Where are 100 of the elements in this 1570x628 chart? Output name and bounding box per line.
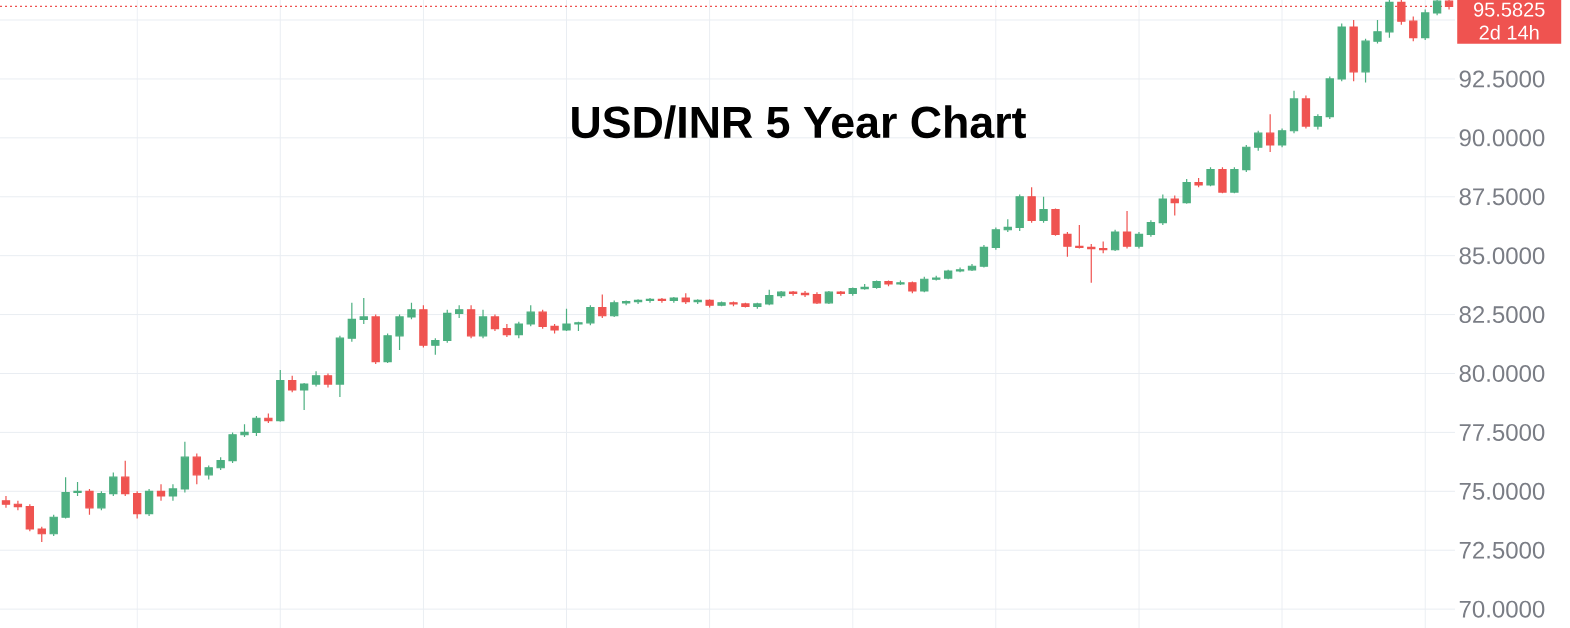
candlestick [1027,186,1036,224]
candlestick [1301,94,1311,130]
y-tick-label: 75.0000 [1459,482,1545,500]
candlestick [240,423,249,438]
candlestick [323,372,333,389]
y-tick-label: 72.5000 [1459,541,1545,559]
candlestick [1421,8,1430,41]
candlestick [1039,196,1048,224]
candlestick [681,292,690,305]
candlestick [419,304,428,349]
candlestick [753,302,762,310]
candlestick [633,298,643,305]
candlestick [598,293,607,319]
candlestick [1337,22,1346,82]
candlestick [610,299,619,318]
y-tick-label: 87.5000 [1459,188,1545,206]
candlestick [669,296,679,304]
candlestick [574,321,583,332]
candlestick [455,304,464,319]
candlestick [1313,113,1323,131]
candlestick [25,503,35,532]
candlestick [943,269,953,280]
text: 2d 14h [1479,24,1539,40]
candlestick [13,500,23,511]
candlestick [860,283,869,291]
candlestick [1230,166,1239,194]
candlestick [85,488,94,516]
ref-line-label: 95.5825 [1474,2,1545,17]
candlestick [967,263,977,272]
text: USD/INR 5 Year Chart [572,105,1026,139]
candlestick [407,302,416,320]
candlestick [192,453,201,485]
candlestick [1373,19,1382,45]
candlestick [121,460,130,497]
y-tick-label: 85.0000 [1459,247,1545,265]
candlestick [443,309,452,344]
candlestick [37,526,46,543]
y-tick-label: 90.0000 [1459,129,1545,147]
candlestick [1206,166,1215,187]
candlestick [1122,210,1132,250]
candlestick [1444,0,1454,11]
candlestick [1182,178,1191,205]
candlestick [800,290,810,298]
candlestick [478,309,488,339]
candlestick [1,495,11,509]
candlestick [812,291,822,305]
candlestick [621,299,631,306]
y-tick-label: 92.5000 [1459,70,1545,88]
y-tick-label: 70.0000 [1459,600,1545,618]
candlestick [991,226,1001,251]
candlestick [1110,229,1120,252]
candlestick [311,370,321,388]
candlestick [1242,144,1251,173]
candlestick [61,476,70,520]
candlestick [490,313,500,332]
candlestick [359,297,368,325]
candlestick [1158,193,1167,226]
candlestick [955,266,965,273]
candlestick [1051,207,1060,237]
candlestick [526,304,535,327]
candlestick [717,301,726,307]
candlestick [431,337,440,356]
candlestick [109,471,118,497]
candlestick [204,464,213,481]
candlestick [144,488,154,517]
candlestick [1409,15,1418,42]
candlestick [824,290,834,305]
candlestick [383,332,392,364]
candlestick [502,323,512,338]
candlestick [276,369,285,423]
candlestick [979,244,989,269]
candlestick [1170,194,1179,217]
candlestick [371,313,380,365]
candlestick [765,289,774,306]
candlestick [1385,0,1394,39]
candlestick [228,431,237,464]
candlestick [908,280,917,294]
candlestick [299,382,309,411]
candlestick [1194,177,1203,188]
candlestick [156,483,166,502]
candlestick [705,298,714,309]
candlestick [97,490,106,511]
candlestick [288,375,297,393]
candlestick [466,304,476,339]
candlestick [1289,90,1299,134]
candlestick [788,290,798,297]
candlestick [1146,219,1156,238]
candlestick [1063,231,1072,258]
candlestick [1432,0,1442,16]
candlestick [872,279,881,290]
y-tick-label: 80.0000 [1459,365,1545,382]
candlestick [335,335,345,398]
candlestick [1254,130,1263,152]
candlestick [49,514,58,537]
candlestick [252,415,261,437]
candlestick [1015,193,1024,232]
candlestick [514,321,523,339]
candlestick [1265,113,1275,153]
candlestick [1277,127,1287,148]
candlestick [168,483,178,502]
